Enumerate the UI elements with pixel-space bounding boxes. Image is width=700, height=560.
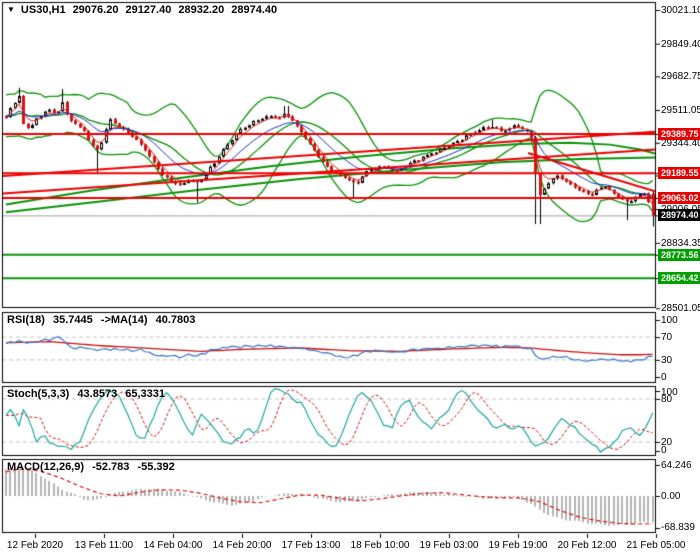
rsi-panel-title: RSI(18) 35.7445 ->MA(14) 40.7803 — [7, 314, 195, 326]
macd-signal-value: -55.392 — [137, 461, 175, 473]
symbol-name: US30,H1 — [20, 3, 66, 16]
macd-name: MACD(12,26,9) — [7, 461, 85, 473]
symbol-header: ▼ US30,H1 29076.20 29127.40 28932.20 289… — [7, 3, 277, 16]
rsi-value: 35.7445 — [52, 314, 93, 326]
macd-value: -52.783 — [92, 461, 130, 473]
symbol-dropdown-icon[interactable]: ▼ — [7, 5, 15, 14]
stoch-panel-title: Stoch(5,3,3) 43.8573 65,3331 — [7, 388, 165, 400]
ohlc-low: 28932.20 — [178, 3, 225, 16]
stoch-name: Stoch(5,3,3) — [7, 388, 70, 400]
rsi-ma-value: 40.7803 — [155, 314, 196, 326]
stoch-value: 43.8573 — [77, 388, 118, 400]
ohlc-close: 28974.40 — [231, 3, 278, 16]
stoch-signal-value: 65,3331 — [125, 388, 166, 400]
macd-panel-title: MACD(12,26,9) -52.783 -55.392 — [7, 461, 175, 473]
ohlc-high: 29127.40 — [125, 3, 172, 16]
rsi-ma-name: ->MA(14) — [100, 314, 148, 326]
ohlc-open: 29076.20 — [72, 3, 119, 16]
rsi-name: RSI(18) — [7, 314, 45, 326]
